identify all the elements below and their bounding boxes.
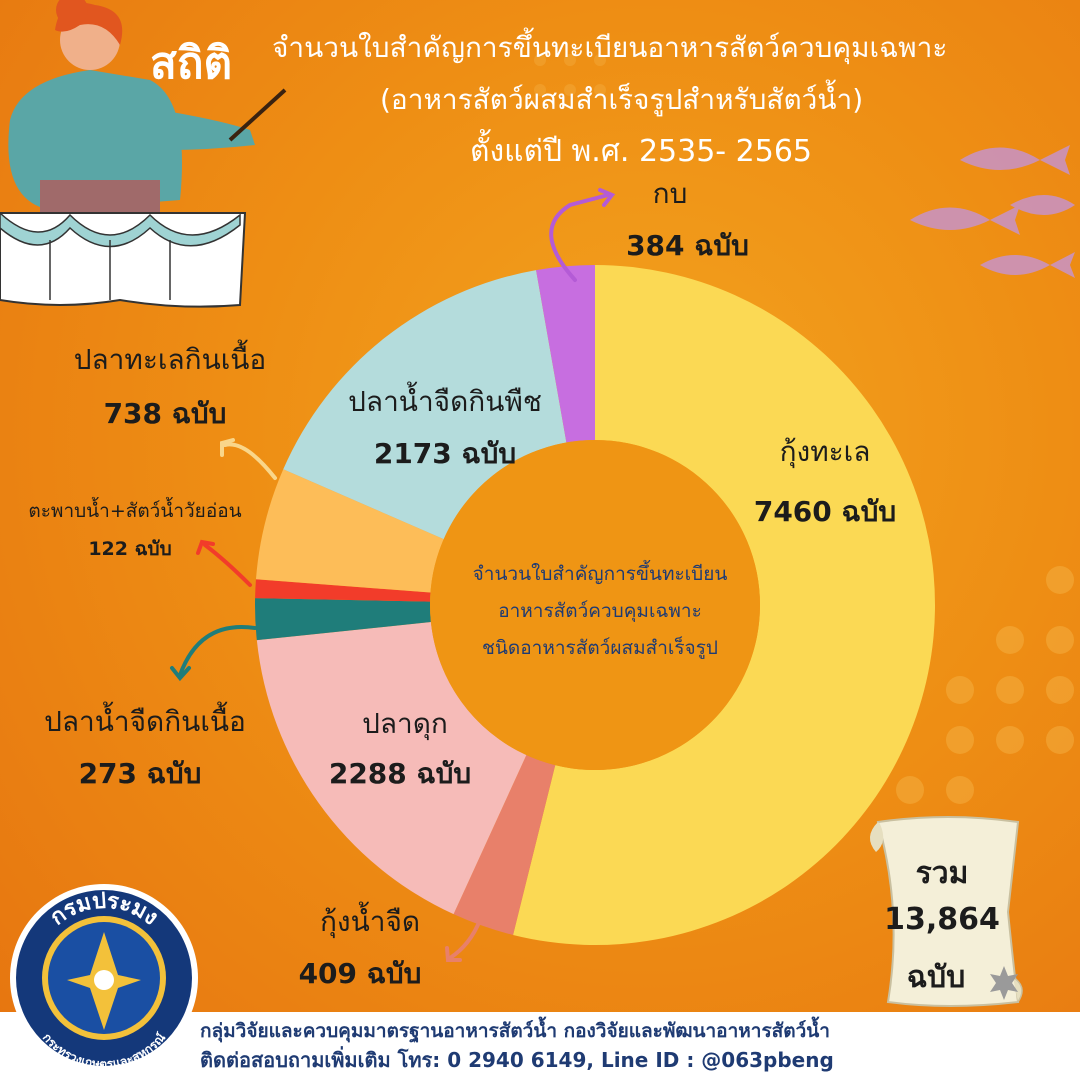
- slice-turtle-juvenile: [255, 579, 431, 602]
- center-text-line-2: อาหารสัตว์ควบคุมเฉพาะ: [498, 600, 702, 622]
- total-scroll-icon: [869, 816, 1023, 1007]
- title-line-3: ตั้งแต่ปี พ.ศ. 2535- 2565: [470, 134, 813, 169]
- label-freshwater-shrimp-name: กุ้งน้ำจืด: [319, 905, 421, 938]
- callout-arrow-freshwater-carnivore: [178, 625, 257, 677]
- label-freshwater-shrimp-value: 409 ฉบับ: [298, 957, 422, 990]
- slice-catfish: [256, 622, 527, 915]
- title-line-1: จำนวนใบสำคัญการขึ้นทะเบียนอาหารสัตว์ควบค…: [272, 31, 948, 64]
- label-turtle-value: 122 ฉบับ: [88, 538, 172, 560]
- callout-arrow-marine-carnivore: [223, 442, 277, 480]
- donut-hole: [430, 440, 760, 770]
- center-text-line-3: ชนิดอาหารสัตว์ผสมสำเร็จรูป: [482, 637, 718, 659]
- callout-arrow-frog: [549, 193, 610, 282]
- teacher-illustration-icon: [0, 0, 287, 308]
- fish-school-icon: [910, 145, 1075, 278]
- label-marine-carnivore-name: ปลาทะเลกินเนื้อ: [73, 343, 267, 376]
- slice-marine-carnivore: [255, 469, 444, 593]
- label-marine-carnivore-value: 738 ฉบับ: [103, 397, 227, 430]
- slice-freshwater-carnivore: [255, 598, 431, 641]
- fisheries-department-logo: กรมประมง กระทรวงเกษตรและสหกรณ์: [10, 884, 198, 1072]
- label-freshwater-carnivore-name: ปลาน้ำจืดกินเนื้อ: [44, 705, 246, 738]
- total-unit: ฉบับ: [906, 960, 966, 995]
- label-frog-value: 384 ฉบับ: [626, 229, 749, 262]
- callout-arrow-freshwater-shrimp: [448, 918, 482, 960]
- label-marine-shrimp-name: กุ้งทะเล: [779, 435, 871, 468]
- callout-arrow-turtle: [203, 543, 252, 587]
- footer-line-1: กลุ่มวิจัยและควบคุมมาตรฐานอาหารสัตว์น้ำ …: [200, 1020, 830, 1042]
- slice-marine-shrimp: [513, 265, 936, 945]
- title-line-2: (อาหารสัตว์ผสมสำเร็จรูปสำหรับสัตว์น้ำ): [380, 83, 864, 116]
- footer-line-2: ติดต่อสอบถามเพิ่มเติม โทร: 0 2940 6149, …: [200, 1048, 834, 1072]
- label-freshwater-herbivore-name: ปลาน้ำจืดกินพืช: [348, 385, 542, 418]
- label-freshwater-carnivore-value: 273 ฉบับ: [78, 757, 202, 790]
- label-turtle-name: ตะพาบน้ำ+สัตว์น้ำวัยอ่อน: [28, 500, 242, 522]
- donut-center-text: จำนวนใบสำคัญการขึ้นทะเบียน อาหารสัตว์ควบ…: [420, 556, 780, 667]
- label-frog-name: กบ: [652, 177, 688, 210]
- total-label: รวม: [915, 856, 969, 891]
- label-marine-shrimp-value: 7460 ฉบับ: [753, 495, 897, 528]
- total-value: 13,864: [884, 902, 1000, 937]
- slice-frog: [536, 265, 595, 443]
- slice-freshwater-shrimp: [453, 755, 556, 935]
- label-catfish-name: ปลาดุก: [362, 707, 448, 740]
- center-text-line-1: จำนวนใบสำคัญการขึ้นทะเบียน: [472, 563, 728, 585]
- title-word: สถิติ: [150, 38, 233, 89]
- slice-freshwater-herbivore: [283, 270, 567, 540]
- label-freshwater-herbivore-value: 2173 ฉบับ: [373, 437, 517, 470]
- label-catfish-value: 2288 ฉบับ: [328, 757, 472, 790]
